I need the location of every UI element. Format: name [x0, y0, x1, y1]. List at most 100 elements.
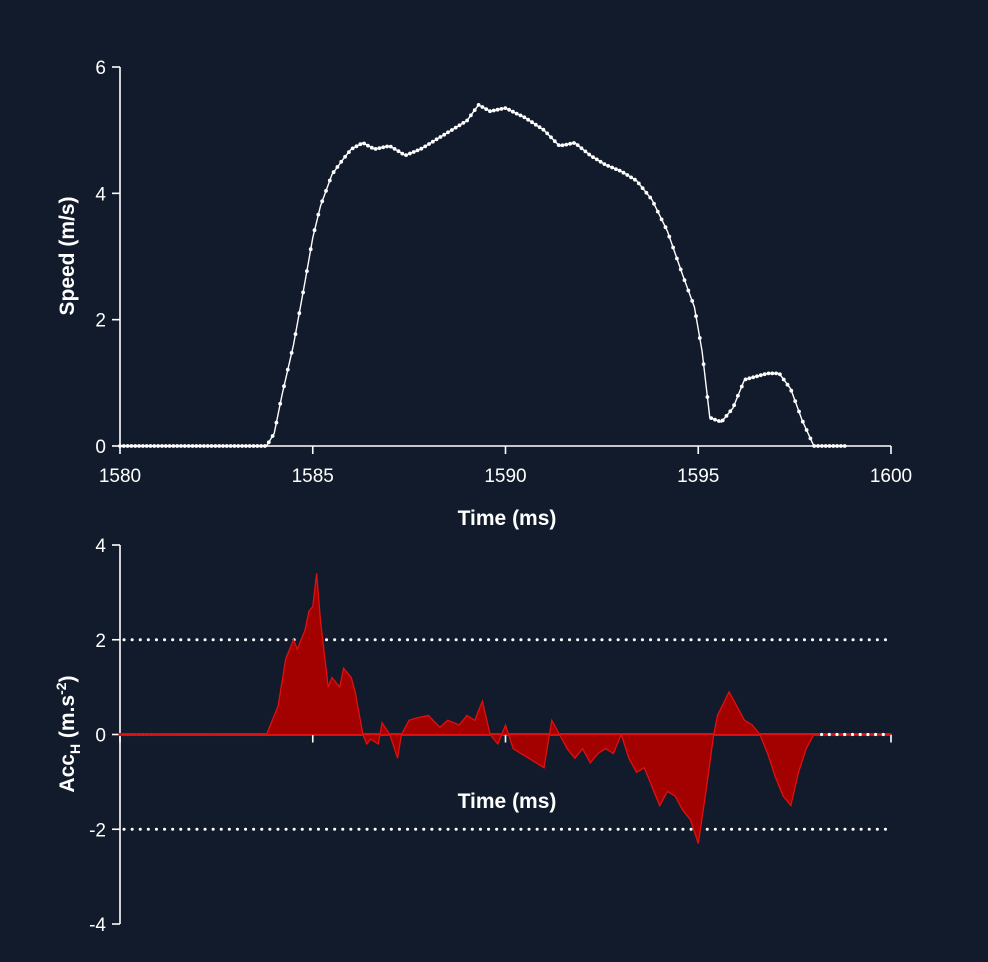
speed-point: [129, 444, 134, 448]
speed-point: [217, 444, 222, 448]
speed-point: [564, 142, 569, 147]
speed-point: [835, 444, 839, 448]
acc-zero-point: [164, 732, 168, 737]
acc-ylabel-sup: -2: [53, 682, 69, 695]
speed-point: [461, 121, 466, 125]
speed-point: [343, 154, 347, 159]
speed-point: [293, 332, 298, 336]
speed-point: [728, 409, 733, 414]
speed-point: [327, 178, 332, 183]
speed-point: [503, 106, 508, 110]
speed-series-markers: [118, 103, 847, 448]
acc-zero-point: [881, 732, 885, 737]
speed-axes: 0 2 4 6 1580 1585 1590 1595 1600: [95, 58, 912, 487]
speed-point: [713, 417, 717, 422]
speed-point: [148, 444, 153, 448]
speed-y-tick-label: 4: [95, 184, 106, 205]
speed-point: [400, 151, 405, 156]
acc-zero-point: [157, 732, 161, 737]
acc-zero-point: [195, 732, 199, 737]
acc-zero-point: [172, 732, 176, 737]
speed-point: [793, 399, 798, 403]
speed-point: [320, 199, 325, 204]
speed-point: [812, 444, 817, 448]
speed-point: [411, 150, 416, 154]
speed-point: [675, 256, 679, 261]
speed-point: [194, 444, 199, 448]
speed-point: [205, 444, 210, 448]
speed-point: [469, 113, 473, 118]
speed-point: [285, 367, 290, 372]
speed-point: [537, 125, 542, 130]
speed-chart: 0 2 4 6 1580 1585 1590 1595 1600 Time (ms) Speed…: [56, 58, 912, 530]
speed-point: [373, 147, 378, 151]
speed-point: [518, 113, 523, 118]
speed-point: [690, 299, 695, 303]
speed-point: [381, 145, 386, 150]
acc-ylabel-unit-pre: (m.s: [56, 695, 79, 744]
acc-zero-point: [187, 732, 191, 737]
acceleration-area: [120, 573, 891, 844]
speed-point: [491, 108, 496, 113]
speed-point: [144, 444, 149, 448]
speed-point: [331, 170, 336, 175]
speed-point: [297, 311, 302, 316]
speed-point: [186, 444, 191, 448]
speed-point: [160, 444, 164, 448]
speed-point: [465, 118, 469, 123]
speed-point: [816, 444, 820, 448]
speed-point: [724, 414, 729, 418]
speed-point: [179, 444, 183, 448]
speed-point: [202, 444, 206, 448]
acc-zero-point: [218, 732, 222, 737]
speed-point: [823, 444, 828, 448]
acc-y-tick-label: -4: [89, 915, 106, 936]
acc-zero-point: [874, 732, 878, 737]
speed-point: [678, 267, 683, 272]
speed-point: [121, 444, 126, 448]
acc-zero-point: [180, 732, 184, 737]
speed-point: [739, 384, 744, 389]
speed-point: [259, 444, 263, 448]
speed-point: [648, 195, 653, 200]
speed-point: [434, 137, 439, 142]
speed-point: [652, 201, 656, 206]
speed-point: [251, 444, 256, 448]
speed-point: [472, 108, 477, 112]
speed-point: [354, 144, 359, 149]
speed-point: [415, 148, 420, 153]
speed-point: [720, 418, 725, 423]
speed-y-axis-title: Speed (m/s): [56, 196, 79, 315]
speed-point: [209, 444, 214, 448]
speed-point: [377, 146, 382, 151]
speed-point: [671, 245, 675, 250]
speed-point: [705, 395, 710, 399]
speed-point: [640, 186, 645, 191]
speed-point: [396, 149, 401, 154]
speed-point: [366, 143, 370, 148]
acc-zero-point: [133, 732, 137, 737]
speed-point: [751, 375, 756, 380]
speed-point: [385, 144, 389, 149]
speed-point: [476, 103, 481, 107]
speed-point: [842, 444, 847, 448]
acc-y-tick-label: 4: [95, 536, 106, 557]
speed-point: [663, 225, 668, 230]
speed-point: [575, 143, 580, 148]
speed-point: [583, 149, 588, 154]
speed-point: [533, 122, 538, 127]
speed-point: [141, 444, 145, 448]
speed-point: [766, 371, 771, 376]
speed-point: [800, 419, 805, 424]
speed-point: [579, 146, 584, 151]
speed-point: [488, 109, 492, 114]
speed-point: [717, 419, 721, 423]
speed-point: [347, 150, 351, 155]
speed-point: [495, 107, 500, 112]
speed-point: [430, 139, 435, 144]
speed-point: [362, 141, 366, 146]
speed-point: [732, 403, 736, 408]
speed-point: [392, 147, 397, 151]
speed-point: [125, 444, 130, 448]
speed-point: [289, 351, 294, 355]
